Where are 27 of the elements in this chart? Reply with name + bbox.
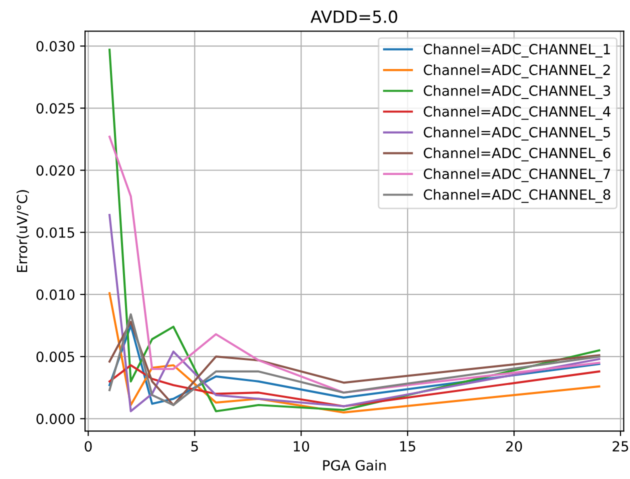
y-tick-label: 0.005 [36, 352, 74, 362]
legend-label: Channel=ADC_CHANNEL_7 [424, 168, 610, 182]
y-tick-label: 0.010 [36, 289, 74, 300]
x-axis-title: PGA Gain [323, 460, 386, 471]
y-tick-label: 0.000 [36, 414, 74, 424]
x-tick-label: 15 [400, 441, 416, 452]
x-tick-label: 0 [84, 441, 92, 452]
x-tick-label: 5 [191, 441, 198, 452]
y-tick-label: 0.015 [36, 227, 74, 238]
legend-label: Channel=ADC_CHANNEL_6 [424, 148, 610, 162]
legend-label: Channel=ADC_CHANNEL_1 [424, 44, 610, 58]
y-tick-label: 0.025 [36, 103, 74, 114]
y-tick-label: 0.020 [36, 165, 74, 176]
x-tick-label: 25 [612, 441, 628, 452]
legend-label: Channel=ADC_CHANNEL_8 [424, 189, 610, 203]
x-tick-label: 10 [294, 441, 310, 452]
legend-label: Channel=ADC_CHANNEL_5 [424, 126, 610, 141]
chart-title: AVDD=5.0 [310, 10, 398, 24]
line-series [108, 214, 600, 412]
x-tick-label: 20 [506, 441, 522, 452]
y-axis-title: Error(uV/°C) [16, 190, 29, 272]
legend-label: Channel=ADC_CHANNEL_2 [424, 64, 610, 78]
legend-label: Channel=ADC_CHANNEL_4 [424, 106, 610, 120]
line-series [108, 292, 600, 414]
line-series [108, 364, 600, 408]
legend-label: Channel=ADC_CHANNEL_3 [424, 85, 610, 100]
y-tick-label: 0.030 [36, 41, 74, 52]
